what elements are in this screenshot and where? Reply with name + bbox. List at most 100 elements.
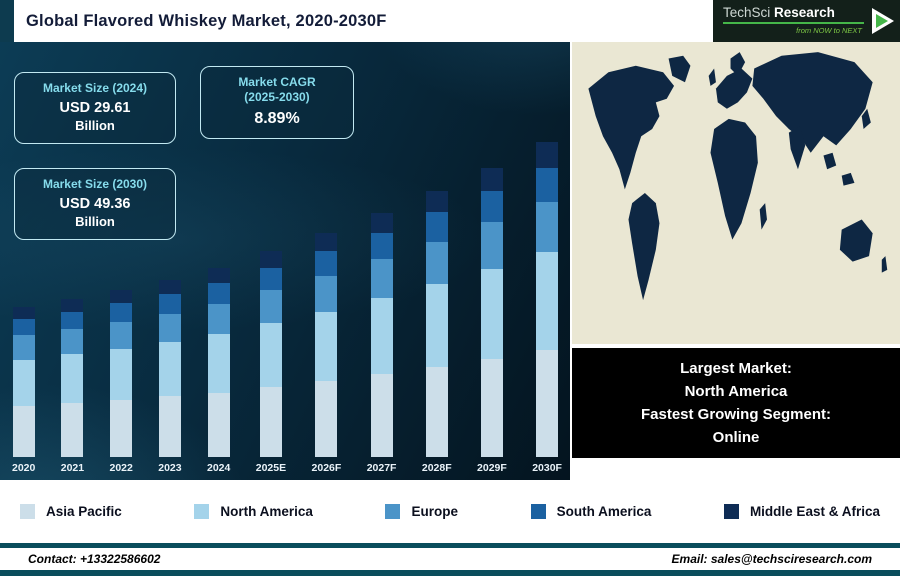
bar-2028F: 2028F	[422, 191, 452, 474]
bar-segment-middle-east-africa	[425, 191, 448, 213]
contact-phone: Contact: +13322586602	[28, 552, 161, 566]
bar-segment-middle-east-africa	[480, 167, 503, 191]
bar-segment-south-america	[207, 282, 230, 304]
bar-2025E: 2025E	[256, 251, 286, 474]
bar-segment-south-america	[61, 311, 84, 329]
chart-panel: Market Size (2024) USD 29.61 Billion Mar…	[0, 42, 570, 480]
header-left-accent	[0, 0, 14, 42]
market-cagr-box: Market CAGR (2025-2030) 8.89%	[200, 66, 354, 139]
bar-segment-middle-east-africa	[259, 251, 282, 268]
bar-segment-north-america	[370, 298, 393, 375]
footer: Contact: +13322586602 Email: sales@techs…	[0, 543, 900, 576]
bar-segment-north-america	[259, 323, 282, 387]
bar-segment-middle-east-africa	[315, 233, 338, 252]
bar-segment-middle-east-africa	[536, 142, 559, 168]
logo-green-rule	[723, 22, 864, 24]
legend-label: South America	[556, 504, 652, 519]
bar-segment-europe	[158, 313, 181, 342]
bar-segment-europe	[370, 259, 393, 299]
legend-item-south-america: South America	[530, 504, 652, 519]
header: Global Flavored Whiskey Market, 2020-203…	[0, 0, 900, 42]
bar-segment-south-america	[425, 212, 448, 242]
bar-segment-europe	[12, 335, 35, 360]
legend-label: Asia Pacific	[46, 504, 122, 519]
legend-item-middle-east-africa: Middle East & Africa	[723, 504, 880, 519]
bar-2026F: 2026F	[312, 233, 341, 474]
world-map-svg	[572, 42, 900, 344]
market-cagr-label-line1: Market CAGR	[238, 75, 316, 89]
bar-segment-south-america	[480, 190, 503, 223]
logo-tagline: from NOW to NEXT	[796, 26, 862, 35]
market-size-2024-value: USD 29.61	[59, 100, 131, 116]
market-size-2024-unit: Billion	[75, 117, 115, 133]
legend-label: Middle East & Africa	[749, 504, 880, 519]
bar-segment-south-america	[158, 293, 181, 314]
fastest-segment-value: Online	[712, 429, 760, 447]
bar-year-label: 2027F	[366, 462, 397, 474]
bar-segment-asia-pacific	[207, 392, 230, 457]
bar-segment-north-america	[110, 348, 133, 401]
bar-segment-asia-pacific	[370, 374, 393, 457]
footer-accent-bottom	[0, 570, 900, 576]
bar-2024: 2024	[207, 267, 230, 474]
legend-swatch	[385, 504, 401, 519]
legend-swatch	[194, 504, 210, 519]
bar-year-label: 2029F	[477, 462, 507, 474]
bar-segment-asia-pacific	[259, 386, 282, 457]
market-highlight-box: Largest Market: North America Fastest Gr…	[572, 348, 900, 458]
bar-segment-north-america	[158, 341, 181, 397]
bar-segment-north-america	[207, 333, 230, 393]
footer-accent-top	[0, 543, 900, 548]
bar-segment-europe	[61, 328, 84, 355]
market-size-2030-label: Market Size (2030)	[42, 177, 148, 191]
bar-segment-south-america	[259, 267, 282, 290]
bar-segment-middle-east-africa	[370, 212, 393, 233]
largest-market-value: North America	[684, 382, 788, 400]
title-bar: Global Flavored Whiskey Market, 2020-203…	[14, 0, 713, 42]
bar-2027F: 2027F	[366, 212, 397, 474]
bar-2023: 2023	[158, 279, 182, 474]
bar-stack	[370, 212, 393, 457]
market-cagr-value: 8.89%	[254, 110, 300, 127]
bar-2021: 2021	[61, 298, 84, 474]
world-map	[572, 42, 900, 344]
bar-stack	[12, 306, 35, 457]
market-size-2030-value: USD 49.36	[59, 196, 131, 212]
bar-year-label: 2023	[158, 462, 182, 474]
bar-segment-europe	[259, 289, 282, 324]
legend-item-europe: Europe	[385, 504, 458, 519]
bar-segment-europe	[425, 241, 448, 285]
bar-segment-asia-pacific	[315, 381, 338, 457]
bar-segment-north-america	[536, 252, 559, 350]
bar-year-label: 2020	[12, 462, 36, 474]
bar-segment-middle-east-africa	[61, 298, 84, 312]
bar-segment-north-america	[480, 268, 503, 359]
logo-brand-part1: TechSci	[723, 5, 771, 20]
bar-segment-asia-pacific	[425, 366, 448, 457]
bar-segment-middle-east-africa	[207, 267, 230, 283]
bar-stack	[207, 267, 230, 457]
largest-market-label: Largest Market:	[680, 359, 792, 377]
bar-segment-asia-pacific	[480, 358, 503, 457]
legend-swatch	[20, 504, 35, 519]
bar-2020: 2020	[12, 306, 36, 474]
market-cagr-label-line2: (2025-2030)	[244, 90, 310, 104]
legend-item-north-america: North America	[194, 504, 313, 519]
legend-label: Europe	[411, 504, 458, 519]
page-title: Global Flavored Whiskey Market, 2020-203…	[26, 11, 387, 30]
bar-segment-asia-pacific	[61, 403, 84, 457]
bar-segment-north-america	[12, 359, 35, 406]
legend-item-asia-pacific: Asia Pacific	[20, 504, 122, 519]
bar-segment-north-america	[315, 311, 338, 382]
bar-segment-asia-pacific	[536, 349, 559, 457]
bar-segment-europe	[536, 201, 559, 253]
bar-stack	[61, 298, 84, 457]
bar-stack	[110, 289, 133, 457]
bar-segment-north-america	[425, 284, 448, 367]
bar-segment-asia-pacific	[158, 396, 181, 457]
right-panel: Largest Market: North America Fastest Gr…	[572, 42, 900, 480]
bar-2029F: 2029F	[477, 167, 507, 474]
bar-segment-south-america	[370, 232, 393, 260]
bar-2022: 2022	[110, 289, 133, 474]
